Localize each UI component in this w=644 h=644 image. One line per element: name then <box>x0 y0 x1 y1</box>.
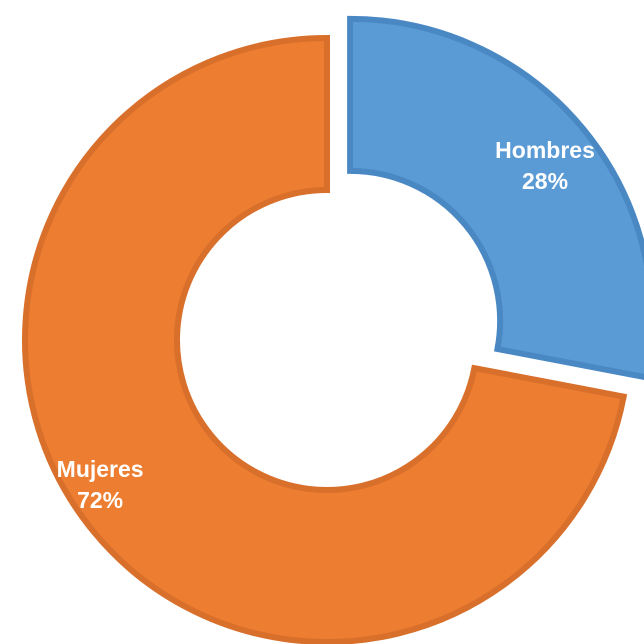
slice-percent-hombres: 28% <box>522 168 568 194</box>
slice-hombres <box>347 15 644 380</box>
slice-percent-mujeres: 72% <box>77 487 123 513</box>
slices-group <box>22 15 644 644</box>
slice-mujeres <box>22 34 628 644</box>
slice-label-hombres: Hombres <box>495 137 595 163</box>
slice-label-mujeres: Mujeres <box>57 456 144 482</box>
labels-group: Hombres 28% Mujeres 72% <box>57 137 595 513</box>
